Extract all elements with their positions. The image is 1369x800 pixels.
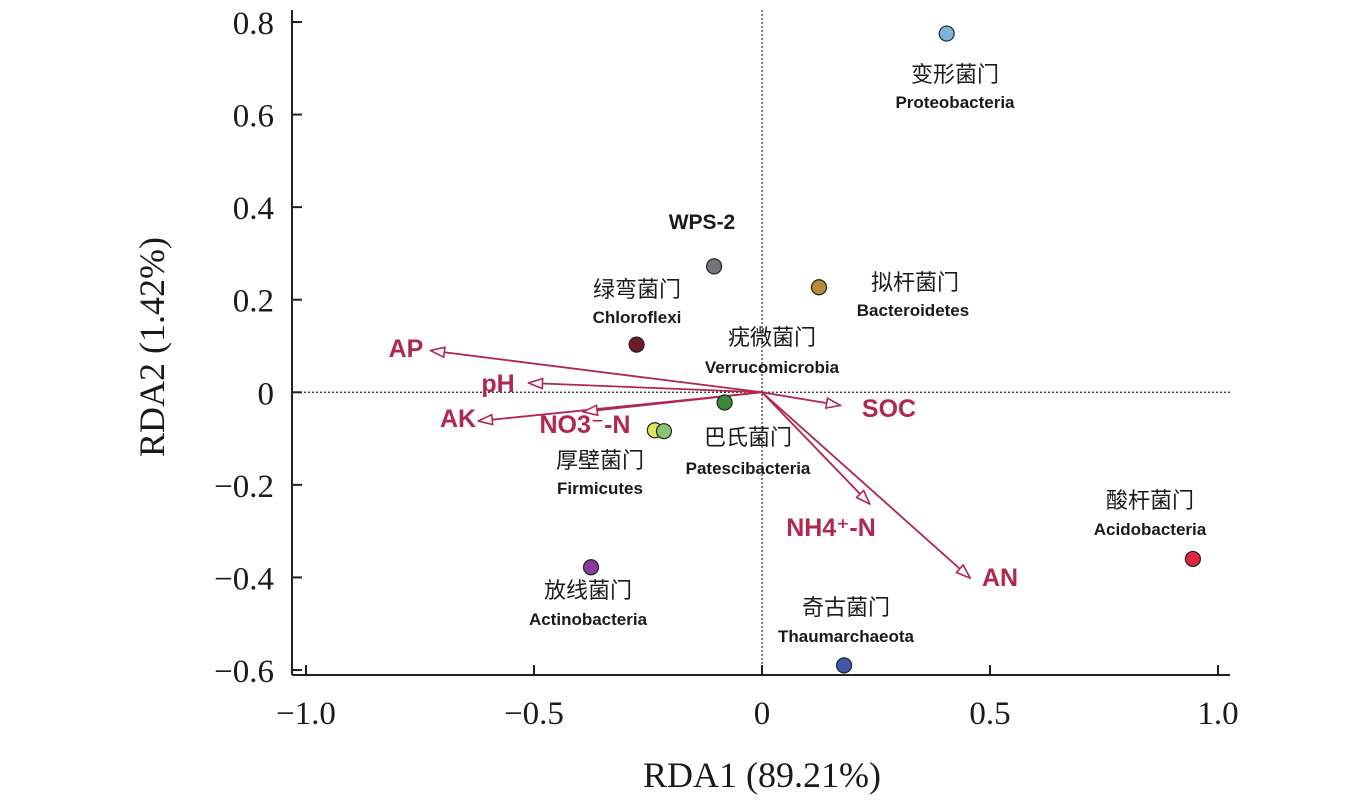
species-point [810, 279, 828, 296]
species-point [628, 336, 645, 353]
env-vector-group [431, 351, 969, 578]
y-tick-label: 0 [258, 376, 275, 412]
env-vector-label: SOC [862, 395, 916, 423]
env-vector-label: AN [982, 564, 1018, 592]
env-vector-label: NH4⁺-N [786, 514, 876, 542]
species-label-cn: 巴氏菌门 [704, 426, 792, 451]
env-vector-arrow [529, 383, 763, 394]
species-label-en: Firmicutes [557, 479, 643, 498]
label-group: 变形菌门 Proteobacteria 拟杆菌门 Bacteroidetes 绿弯菌门 C… [389, 63, 1207, 646]
y-tick-label: 0.4 [233, 191, 274, 227]
species-label-cn: 绿弯菌门 [593, 278, 681, 303]
species-label-cn: 奇古菌门 [802, 596, 890, 621]
species-point [1184, 550, 1202, 568]
species-label-cn: 拟杆菌门 [871, 271, 959, 296]
species-point-group [582, 25, 1202, 674]
tick-group: −1.0 −0.5 0 0.5 1.0 0.8 0.6 0.4 0.2 0 −0.2 −0.4 −0.6 [214, 6, 1239, 732]
species-label-en: Patescibacteria [686, 459, 811, 478]
x-tick-label: 0 [754, 696, 771, 732]
y-tick-label: 0.6 [233, 99, 274, 135]
x-tick-label: 0.5 [969, 696, 1010, 732]
species-point [706, 258, 723, 275]
y-axis-title: RDA2 (1.42%) [132, 237, 172, 457]
species-label-cn: 厚壁菌门 [556, 449, 644, 474]
env-vector-label: AK [440, 405, 476, 433]
species-point [716, 394, 733, 411]
env-vector-arrow [761, 391, 840, 405]
env-vector-label: NO3⁻-N [540, 411, 631, 439]
env-vector-arrow [584, 391, 763, 411]
env-vector-arrow [431, 351, 763, 394]
species-point [582, 559, 600, 576]
species-label-en: Actinobacteria [529, 610, 648, 629]
env-vector-label: AP [389, 335, 424, 363]
species-label-cn: 放线菌门 [544, 579, 632, 604]
y-tick-label: −0.4 [214, 561, 274, 597]
y-tick-label: 0.8 [233, 6, 274, 42]
species-label-cn: 酸杆菌门 [1106, 489, 1194, 514]
species-label-cn: 变形菌门 [911, 63, 999, 88]
env-vector-label: pH [481, 370, 514, 398]
species-label-en: Thaumarchaeota [778, 627, 915, 646]
species-label-en: Proteobacteria [895, 93, 1015, 112]
x-tick-label: 1.0 [1197, 696, 1238, 732]
species-label-en: Verrucomicrobia [705, 358, 840, 377]
species-label-en: Acidobacteria [1094, 520, 1207, 539]
y-tick-label: −0.2 [214, 469, 274, 505]
y-tick-label: 0.2 [233, 284, 274, 320]
x-tick-label: −0.5 [504, 696, 564, 732]
species-label-en: Chloroflexi [593, 308, 682, 327]
y-tick-label: −0.6 [214, 654, 274, 690]
x-axis-title: RDA1 (89.21%) [643, 755, 881, 795]
species-point [655, 423, 673, 440]
species-point [835, 657, 853, 674]
env-vector-arrow [761, 391, 969, 577]
x-tick-label: −1.0 [276, 696, 336, 732]
species-label-en: Bacteroidetes [857, 301, 969, 320]
species-label-cn: 疣微菌门 [728, 326, 816, 351]
species-point [938, 25, 955, 42]
env-vector-arrow [761, 391, 869, 503]
species-label-en: WPS-2 [669, 211, 736, 234]
